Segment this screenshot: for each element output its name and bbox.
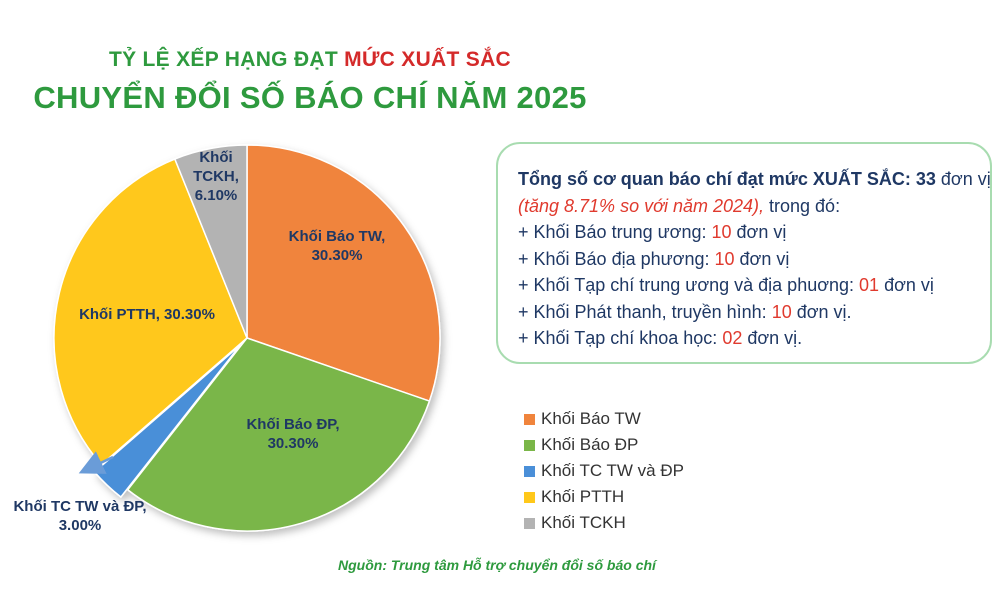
summary-growth-line: (tăng 8.71% so với năm 2024), trong đó: (518, 193, 990, 220)
summary-item: + Khối Báo địa phương: 10 đơn vị (518, 248, 790, 269)
title-prefix: TỶ LỆ XẾP HẠNG ĐẠT (108, 48, 339, 71)
pie-label-tc-tw-dp: Khối TC TW và ĐP, 3.00% (13, 498, 147, 534)
pie-label-tckh: Khối TCKH, 6.10% (193, 149, 239, 204)
pie-label-bao-tw: Khối Báo TW, 30.30% (288, 228, 386, 264)
legend-swatch (524, 491, 535, 503)
pie-slice-3 (53, 158, 248, 466)
chart-title-line2: CHUYỂN ĐỔI SỐ BÁO CHÍ NĂM 2025 (33, 80, 587, 115)
summary-item: + Khối Tạp chí trung ương và địa phuơng:… (518, 275, 934, 295)
legend-label: Khối TCKH (541, 513, 626, 532)
summary-item: + Khối Phát thanh, truyền hình: 10 đơn v… (518, 301, 852, 322)
legend-item: Khối Báo ĐP (524, 432, 684, 458)
source-note: Nguồn: Trung tâm Hỗ trợ chuyển đổi số bá… (338, 557, 656, 573)
summary-item: + Khối Tạp chí khoa học: 02 đơn vị. (518, 328, 803, 348)
chart-legend: Khối Báo TW Khối Báo ĐP Khối TC TW và ĐP Kh… (524, 406, 684, 536)
legend-label: Khối Báo ĐP (541, 435, 639, 454)
pie-slice-0 (246, 144, 441, 403)
summary-total-line: Tổng số cơ quan báo chí đạt mức XUẤT SẮC… (518, 166, 991, 193)
title-highlight: MỨC XUẤT SẮC (344, 48, 512, 71)
legend-item: Khối Báo TW (524, 406, 684, 432)
legend-swatch (524, 439, 535, 451)
pie-label-bao-dp: Khối Báo ĐP, 30.30% (246, 416, 340, 452)
summary-growth: (tăng 8.71% so với năm 2024), (518, 195, 765, 216)
pie-slice-4 (173, 144, 248, 339)
summary-total-bold: Tổng số cơ quan báo chí đạt mức XUẤT SẮC… (518, 169, 936, 189)
pie-label-ptth: Khối PTTH, 30.30% (79, 306, 215, 323)
summary-box: Tổng số cơ quan báo chí đạt mức XUẤT SẮC… (496, 142, 992, 364)
legend-label: Khối Báo TW (541, 409, 641, 428)
legend-label: Khối TC TW và ĐP (541, 461, 684, 480)
legend-item: Khối PTTH (524, 484, 684, 510)
chart-title-line1: TỶ LỆ XẾP HẠNG ĐẠT MỨC XUẤT SẮC (0, 48, 620, 72)
pie-chart (53, 144, 441, 532)
legend-item: Khối TC TW và ĐP (524, 458, 684, 484)
legend-label: Khối PTTH (541, 487, 625, 506)
legend-swatch (524, 465, 535, 477)
legend-swatch (524, 517, 535, 529)
pie-slice-1 (126, 337, 431, 532)
pie-label-leader-line (78, 451, 114, 474)
summary-growth-rest: trong đó: (764, 195, 841, 216)
legend-swatch (524, 413, 535, 425)
summary-total-unit: đơn vị (935, 169, 991, 189)
summary-item: + Khối Báo trung ương: 10 đơn vị (518, 222, 787, 242)
legend-item: Khối TCKH (524, 510, 684, 536)
